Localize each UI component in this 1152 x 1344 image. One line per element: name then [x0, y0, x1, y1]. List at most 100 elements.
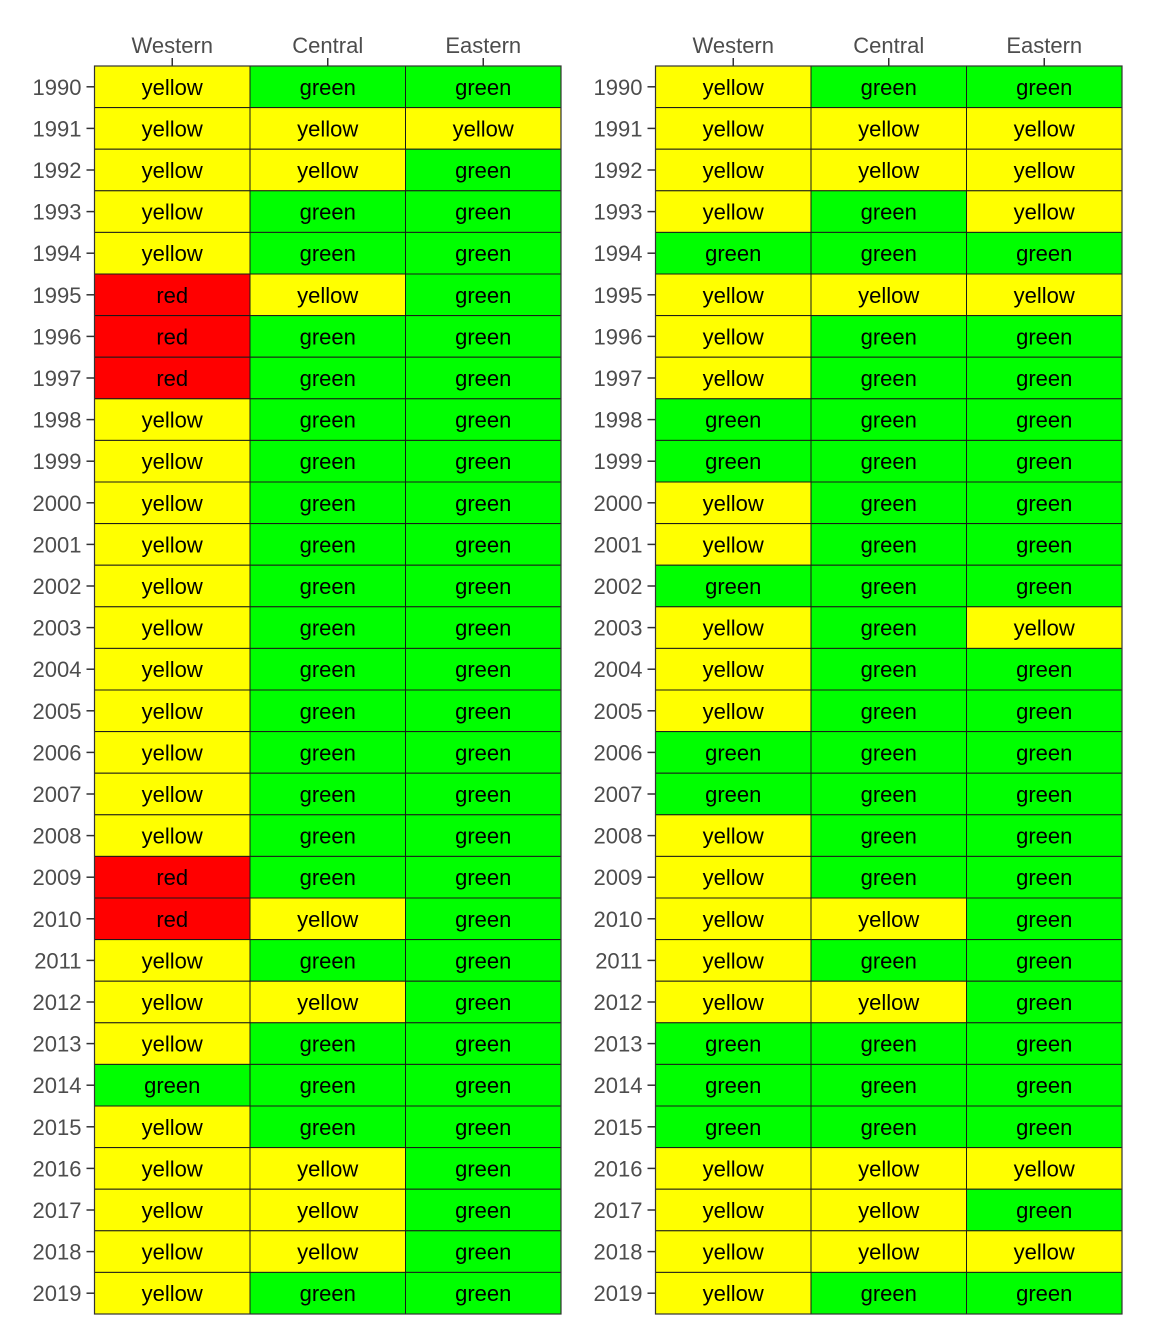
cell-label: green: [300, 1032, 356, 1057]
cell-label: green: [455, 1032, 511, 1057]
heatmap-cell: [655, 1105, 812, 1149]
cell-label: green: [1016, 1115, 1072, 1140]
heatmap-cell: [810, 1022, 967, 1065]
heatmap-cell: [966, 814, 1123, 857]
cell-label: yellow: [142, 782, 203, 807]
row-label-1994: 1994: [594, 241, 643, 266]
row-label-1991: 1991: [33, 116, 82, 141]
row-label-1999: 1999: [594, 449, 643, 474]
heatmap-cell: [966, 980, 1123, 1024]
heatmap-cell: [966, 1230, 1123, 1273]
row-label-2001: 2001: [33, 532, 82, 557]
cell-label: green: [861, 200, 917, 225]
row-label-2000: 2000: [33, 491, 82, 516]
cell-label: green: [1016, 574, 1072, 599]
row-label-2018: 2018: [33, 1240, 82, 1265]
heatmap-cell: [405, 481, 562, 525]
heatmap-cell: [655, 65, 812, 109]
cell-label: green: [1016, 241, 1072, 266]
heatmap-cell: [810, 398, 967, 441]
heatmap-cell: [405, 315, 562, 358]
cell-label: green: [300, 532, 356, 557]
cell-label: green: [861, 75, 917, 100]
row-label-1992: 1992: [33, 158, 82, 183]
cell-label: green: [861, 740, 917, 765]
heatmap-cell: [966, 1105, 1123, 1149]
cell-label: yellow: [142, 1115, 203, 1140]
heatmap-cell: [94, 1147, 251, 1190]
row-label-1998: 1998: [33, 408, 82, 433]
row-label-2005: 2005: [33, 699, 82, 724]
heatmap-cell: [249, 1063, 406, 1107]
cell-label: yellow: [703, 1240, 764, 1265]
cell-label: green: [861, 948, 917, 973]
heatmap-cell: [405, 231, 562, 275]
cell-label: green: [861, 657, 917, 682]
column-label-central: Central: [853, 33, 924, 58]
heatmap-cell: [94, 273, 251, 317]
heatmap-cell: [249, 980, 406, 1024]
cell-label: green: [861, 449, 917, 474]
heatmap-cell: [94, 980, 251, 1024]
cell-label: green: [455, 408, 511, 433]
row-label-2003: 2003: [33, 616, 82, 641]
cell-label: green: [1016, 408, 1072, 433]
cell-label: green: [455, 200, 511, 225]
heatmap-cell: [655, 939, 812, 982]
cell-label: red: [156, 324, 188, 349]
heatmap-cell: [249, 731, 406, 774]
cell-label: yellow: [142, 158, 203, 183]
heatmap-cell: [655, 689, 812, 733]
row-label-2017: 2017: [594, 1198, 643, 1223]
heatmap-cell: [655, 606, 812, 649]
row-label-2006: 2006: [594, 740, 643, 765]
cell-label: green: [455, 366, 511, 391]
heatmap-cell: [655, 564, 812, 608]
cell-label: green: [300, 75, 356, 100]
row-label-2013: 2013: [594, 1032, 643, 1057]
cell-label: yellow: [142, 1198, 203, 1223]
heatmap-cell: [94, 647, 251, 691]
heatmap-cell: [94, 107, 251, 150]
heatmap-cell: [810, 1188, 967, 1232]
cell-label: yellow: [703, 1156, 764, 1181]
cell-label: green: [455, 1115, 511, 1140]
cell-label: green: [705, 740, 761, 765]
column-label-eastern: Eastern: [445, 33, 521, 58]
cell-label: green: [861, 1281, 917, 1306]
cell-label: yellow: [703, 491, 764, 516]
heatmap-cell: [405, 107, 562, 150]
heatmap-cell: [94, 356, 251, 400]
cell-label: yellow: [142, 740, 203, 765]
cell-label: green: [1016, 657, 1072, 682]
heatmap-cell: [810, 439, 967, 483]
cell-label: green: [300, 616, 356, 641]
heatmap-cell: [405, 814, 562, 857]
cell-label: yellow: [142, 491, 203, 516]
cell-label: green: [1016, 366, 1072, 391]
cell-label: yellow: [703, 532, 764, 557]
cell-label: yellow: [703, 657, 764, 682]
heatmap-cell: [655, 273, 812, 317]
heatmap-cell: [655, 1063, 812, 1107]
heatmap-cell: [249, 1271, 406, 1315]
row-label-2019: 2019: [594, 1281, 643, 1306]
cell-label: green: [455, 1240, 511, 1265]
heatmap-cell: [655, 481, 812, 525]
heatmap-cell: [249, 148, 406, 192]
heatmap-cell: [405, 647, 562, 691]
heatmap-cell: [94, 1188, 251, 1232]
row-label-2011: 2011: [34, 948, 81, 973]
heatmap-cell: [810, 855, 967, 899]
cell-label: green: [455, 449, 511, 474]
cell-label: yellow: [142, 699, 203, 724]
heatmap-cell: [249, 523, 406, 566]
column-label-eastern: Eastern: [1006, 33, 1082, 58]
heatmap-cell: [94, 1022, 251, 1065]
heatmap-cell: [405, 772, 562, 816]
cell-label: yellow: [142, 948, 203, 973]
cell-label: yellow: [703, 699, 764, 724]
cell-label: yellow: [703, 865, 764, 890]
row-label-2016: 2016: [33, 1156, 82, 1181]
heatmap-cell: [966, 1147, 1123, 1190]
